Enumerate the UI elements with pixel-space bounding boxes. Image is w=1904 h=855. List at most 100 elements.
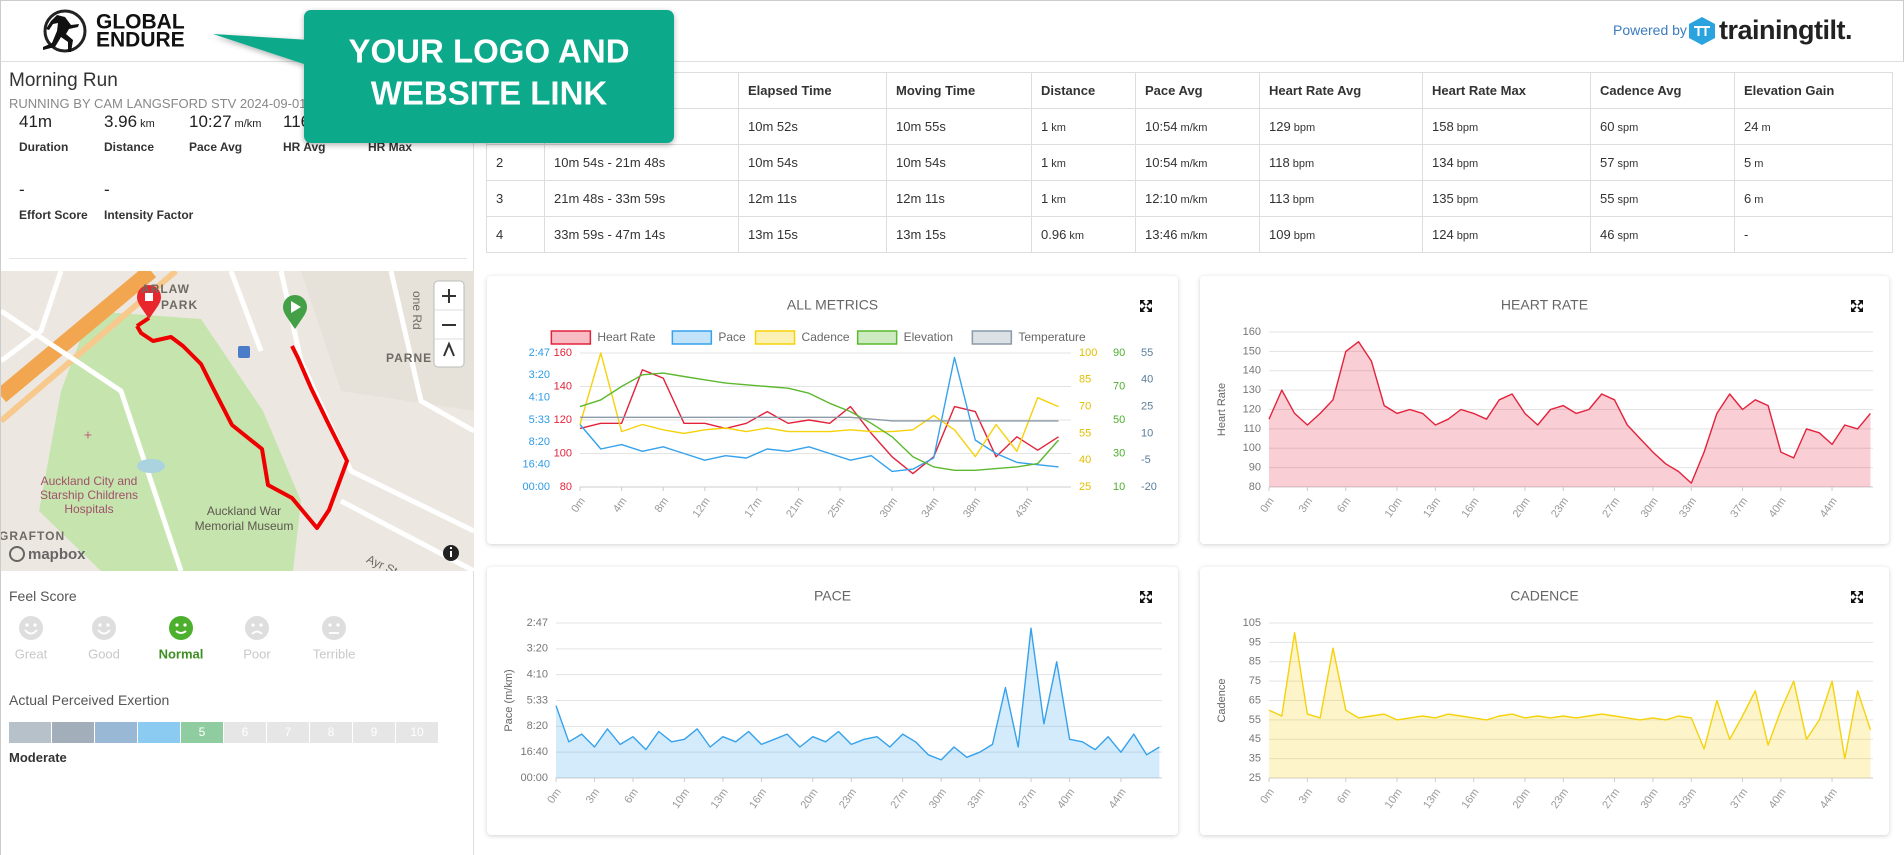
x-tick-label: 0m <box>569 496 588 515</box>
map-label: ARLAW <box>141 282 190 296</box>
x-tick-label: 12m <box>691 496 713 520</box>
cell-value: 113 <box>1269 191 1290 206</box>
stat-value: 41m <box>19 112 68 132</box>
brand-icon <box>1689 17 1715 45</box>
exertion-segment <box>396 722 438 743</box>
cell-unit: km <box>1051 194 1066 206</box>
x-tick-label: 4m <box>611 496 630 515</box>
expand-arrow <box>1146 300 1152 306</box>
header-cell: Heart Rate Avg <box>1259 72 1423 109</box>
y-axis-label: Heart Rate <box>1216 383 1228 436</box>
chart-title: HEART RATE <box>1501 297 1588 313</box>
x-tick-label: 37m <box>1728 787 1750 811</box>
x-tick-label: 13m <box>709 787 731 811</box>
feel-label: Terrible <box>313 646 356 661</box>
cell: 1 km <box>1031 144 1136 181</box>
exertion-segment <box>138 722 180 743</box>
x-tick-label: 0m <box>1258 496 1277 515</box>
activity-title: Morning Run <box>9 70 118 91</box>
header-cell: Moving Time <box>886 72 1032 109</box>
x-tick-label: 0m <box>545 787 564 806</box>
x-tick-label: 30m <box>927 787 949 811</box>
y-tick-label: 100 <box>1079 347 1097 359</box>
cell: 135 bpm <box>1422 180 1591 217</box>
exertion-segment <box>310 722 352 743</box>
cell-value: 10:54 <box>1145 119 1178 134</box>
x-tick-label: 23m <box>1549 496 1571 520</box>
expand-icon[interactable] <box>1140 591 1152 603</box>
y-tick-label: 25 <box>1249 772 1261 784</box>
logo-text: GLOBAL <box>96 11 185 34</box>
cell: 12m 11s <box>886 180 1032 217</box>
expand-icon[interactable] <box>1851 591 1863 603</box>
stat-unit: km <box>140 118 155 130</box>
cell: 12m 11s <box>738 180 887 217</box>
pond <box>137 459 165 473</box>
zoom-controls[interactable] <box>433 280 465 368</box>
map-label: one Rd <box>410 291 424 330</box>
brand[interactable]: trainingtilt. <box>1719 15 1852 45</box>
x-tick-label: 23m <box>1549 787 1571 811</box>
exertion-segment <box>224 722 266 743</box>
x-tick-label: 3m <box>1297 787 1316 806</box>
x-tick-label: 16m <box>1459 496 1481 520</box>
cell-unit: m/km <box>1180 122 1208 134</box>
header-cell: Elapsed Time <box>738 72 887 109</box>
y-tick-label: 100 <box>1243 442 1261 454</box>
cell: - <box>1734 216 1893 253</box>
map-label: PARNE <box>386 351 432 365</box>
cell-value: 134 <box>1432 155 1454 170</box>
expand-arrow <box>1857 300 1863 306</box>
lap-row: 10m 52s 10m 55s 1 km 10:54 m/km 129 bpm 158 bpm 60… <box>486 108 1893 145</box>
cell-value: 46 <box>1600 227 1615 242</box>
y-tick-label: 80 <box>1249 481 1261 493</box>
y-axis-label: Pace (m/km) <box>503 669 515 731</box>
x-tick-label: 6m <box>1335 787 1354 806</box>
stat-value: - <box>19 180 88 200</box>
exertion-level: 7 <box>285 725 292 739</box>
feel-icon <box>245 616 269 640</box>
y-tick-label: 55 <box>1141 347 1153 359</box>
y-tick-label: 75 <box>1249 675 1261 687</box>
cell-unit: bpm <box>1293 122 1316 134</box>
y-tick-label: 2:47 <box>529 347 550 359</box>
y-tick-label: 40 <box>1141 374 1153 386</box>
stat-number: - <box>19 180 25 199</box>
expand-arrow <box>1140 306 1146 312</box>
block <box>301 271 474 411</box>
stat: 3.96 km Distance <box>104 112 155 154</box>
x-tick-label: 43m <box>1013 496 1035 520</box>
expand-arrow <box>1140 300 1146 306</box>
header-cell: Heart Rate Max <box>1422 72 1591 109</box>
expand-arrow <box>1146 306 1152 312</box>
feel-eye <box>98 623 102 627</box>
x-tick-label: 27m <box>888 787 910 811</box>
cell-value: 5 <box>1744 155 1752 170</box>
bus-stop <box>238 346 250 358</box>
svg-text:+: + <box>84 427 92 443</box>
laps-table: Elapsed Time Moving Time Distance Pace Avg H… <box>486 72 1893 253</box>
cell-unit: m/km <box>1180 194 1208 206</box>
y-tick-label: 40 <box>1079 454 1091 466</box>
map-label: Auckland War <box>207 504 281 518</box>
exertion-segment <box>267 722 309 743</box>
y-axis-label: Cadence <box>1216 678 1228 722</box>
stat-label: Effort Score <box>19 208 88 222</box>
expand-icon[interactable] <box>1140 300 1152 312</box>
expand-icon[interactable] <box>1851 300 1863 312</box>
y-tick-label: 3:20 <box>527 643 548 655</box>
feel-eye <box>183 623 187 627</box>
y-tick-label: 80 <box>560 481 572 493</box>
cell-value: 60 <box>1600 119 1615 134</box>
mapbox-text: mapbox <box>28 546 86 563</box>
feel-eye <box>175 623 179 627</box>
feel-icon <box>169 616 193 640</box>
y-tick-label: 5:33 <box>529 414 550 426</box>
y-tick-label: -5 <box>1141 454 1151 466</box>
feel-eye <box>336 623 340 627</box>
y-tick-label: 70 <box>1113 380 1125 392</box>
x-tick-label: 13m <box>1421 496 1443 520</box>
stat-value: 3.96 km <box>104 112 155 132</box>
series-area <box>556 628 1160 778</box>
